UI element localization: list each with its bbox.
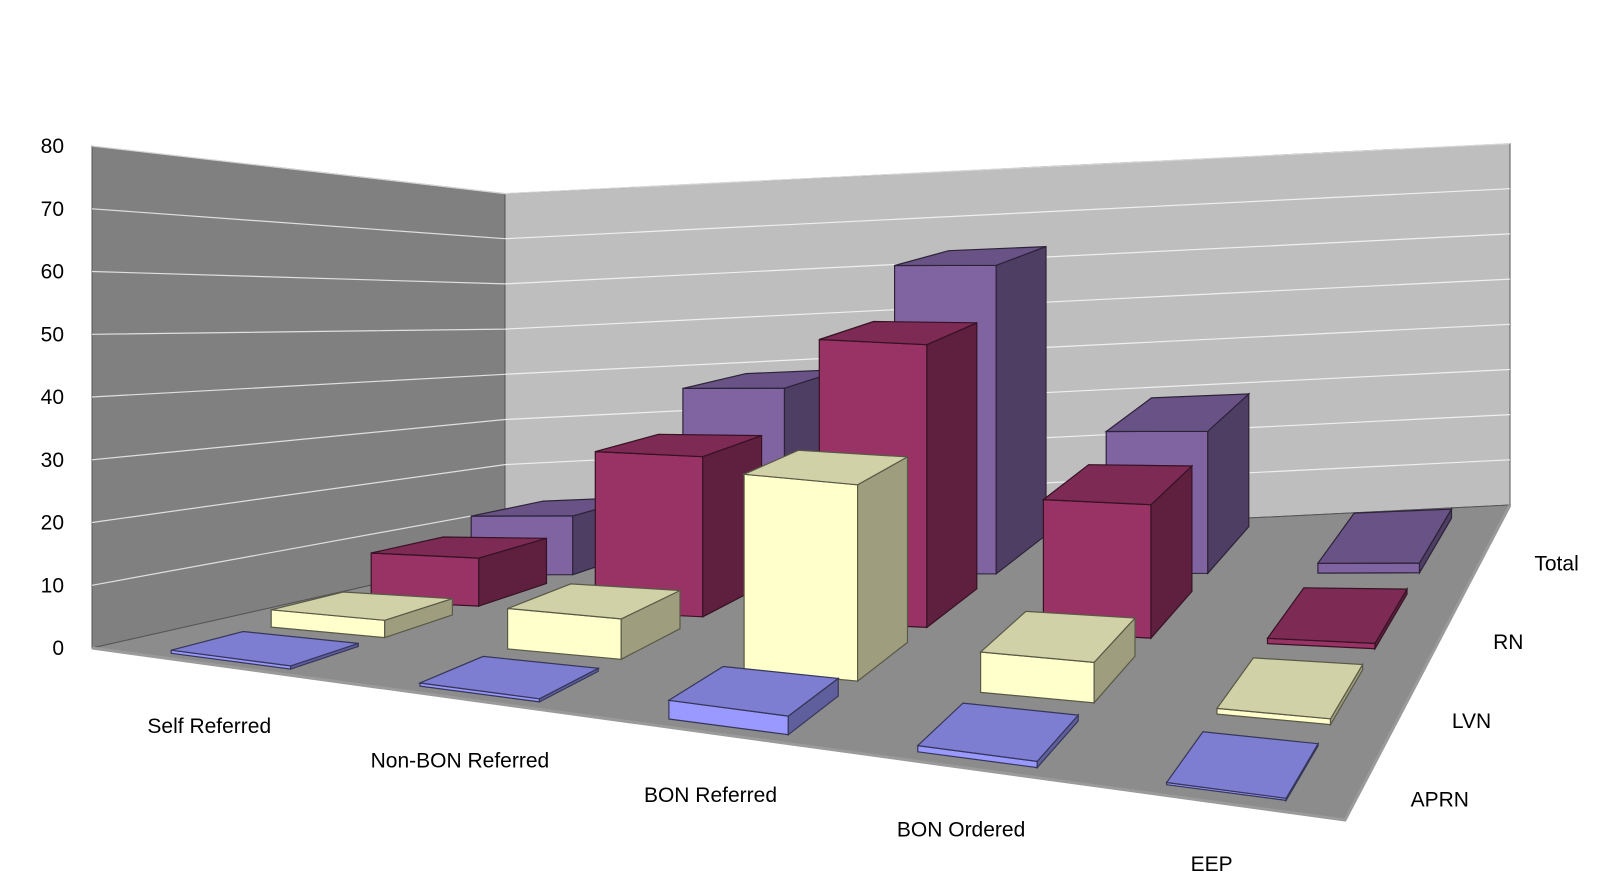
- bar-top-face: [667, 665, 840, 717]
- bar-front-face: [1317, 562, 1421, 574]
- bar-top-face: [595, 433, 762, 458]
- bar-top-face: [1041, 464, 1194, 506]
- bar-top-face: [507, 583, 683, 620]
- bar-lvn-eep: [1215, 657, 1364, 727]
- bar-top-face: [271, 591, 453, 621]
- bar-aprn-bon-referred: [667, 665, 840, 736]
- bar-top-face: [916, 702, 1080, 763]
- bar-aprn-bon-ordered: [916, 702, 1080, 770]
- bar-side-face: [856, 455, 909, 683]
- bar-side-face: [926, 321, 978, 629]
- bar-top-face: [1104, 393, 1251, 433]
- bar-top-face: [894, 246, 1047, 267]
- gridline-50: [91, 278, 1511, 335]
- bar-aprn-eep: [1165, 731, 1320, 803]
- bar-lvn-bon-ordered: [979, 610, 1137, 705]
- bar-top-face: [171, 630, 359, 667]
- x-tick-label: EEP: [1191, 853, 1233, 874]
- depth-axis-ticks: APRN LVN RN Total: [1411, 552, 1579, 811]
- bar-top-face: [1266, 587, 1409, 645]
- bar-top-face: [741, 449, 910, 486]
- x-axis-ticks: Self Referred Non-BON Referred BON Referre…: [147, 715, 1232, 874]
- bar-lvn-self-referred: [270, 591, 453, 639]
- y-tick-label: 0: [52, 637, 64, 660]
- gridline-30: [91, 368, 1511, 461]
- bar-top-face: [1316, 508, 1453, 564]
- depth-tick-label: Total: [1534, 552, 1578, 575]
- x-tick-label: BON Referred: [644, 784, 777, 807]
- bar-aprn-non-bon-referred: [417, 655, 601, 703]
- depth-tick-label: APRN: [1411, 789, 1469, 812]
- bar-lvn-bon-referred: [741, 449, 910, 683]
- bar-total-eep: [1316, 506, 1453, 576]
- floor-edge: [91, 504, 1512, 822]
- gridline-80: [91, 143, 1511, 195]
- y-axis-ticks: 0 10 20 30 40 50 60 70 80: [41, 135, 64, 660]
- bar-rn-eep: [1266, 586, 1409, 651]
- gridline-40: [91, 323, 1511, 398]
- chart-gridlines: [91, 143, 1511, 586]
- gridline-70: [91, 188, 1511, 240]
- y-tick-label: 70: [41, 198, 64, 221]
- y-tick-label: 60: [41, 261, 64, 284]
- x-tick-label: Self Referred: [147, 715, 271, 738]
- y-tick-label: 30: [41, 449, 64, 472]
- x-tick-label: BON Ordered: [897, 818, 1025, 841]
- x-tick-label: Non-BON Referred: [371, 750, 550, 773]
- bar-aprn-self-referred: [170, 630, 359, 670]
- gridline-60: [91, 233, 1511, 285]
- y-tick-label: 20: [41, 512, 64, 535]
- bar-front-face: [743, 473, 859, 682]
- bar-top-face: [371, 536, 547, 559]
- y-tick-label: 10: [41, 574, 64, 597]
- bar-top-face: [819, 320, 978, 346]
- bar-top-face: [1215, 657, 1364, 720]
- bar-top-face: [979, 610, 1137, 664]
- chart-bars: [170, 245, 1453, 803]
- bar-rn-bon-ordered: [1041, 464, 1194, 640]
- bar-side-face: [995, 245, 1047, 576]
- y-tick-label: 40: [41, 386, 64, 409]
- bar-lvn-non-bon-referred: [507, 583, 683, 661]
- bar-top-face: [1165, 731, 1320, 799]
- depth-tick-label: LVN: [1452, 710, 1491, 733]
- y-tick-label: 50: [41, 323, 64, 346]
- depth-tick-label: RN: [1493, 631, 1523, 654]
- bar-rn-self-referred: [370, 536, 548, 607]
- y-tick-label: 80: [41, 135, 64, 158]
- bar-top-face: [417, 655, 601, 700]
